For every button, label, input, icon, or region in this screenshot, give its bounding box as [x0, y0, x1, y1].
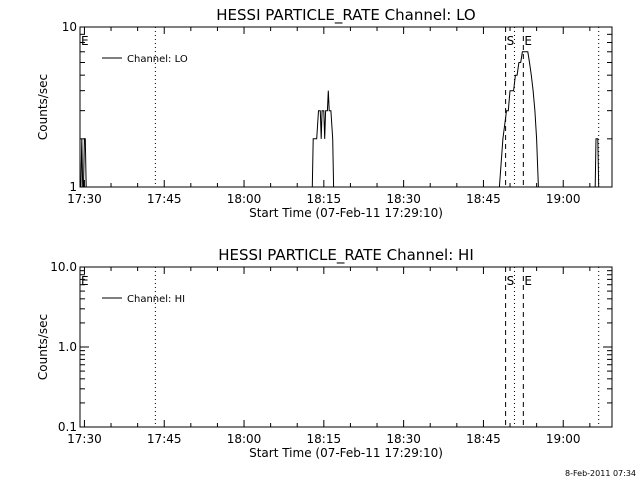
hi-legend-label: Channel: HI	[127, 294, 185, 305]
hi-plot-frame	[79, 266, 613, 428]
hi-x-axis-title: Start Time (07-Feb-11 17:29:10)	[249, 446, 443, 460]
hi-y-tick-label: 0.1	[58, 420, 77, 434]
hi-x-tick-label: 18:15	[307, 432, 342, 446]
hi-event-marker-label: S	[507, 274, 515, 288]
lo-x-tick-label: 17:30	[67, 192, 102, 206]
lo-x-tick-label: 19:00	[546, 192, 581, 206]
hi-y-axis-title: Counts/sec	[36, 314, 50, 380]
hi-x-tick-label: 19:00	[546, 432, 581, 446]
lo-y-tick-label: 1	[69, 180, 77, 194]
hi-event-marker-label: E	[524, 274, 532, 288]
hi-y-tick-label: 1.0	[58, 340, 77, 354]
lo-plot-frame	[79, 26, 613, 188]
lo-x-tick-label: 18:15	[307, 192, 342, 206]
lo-event-marker-label: S	[507, 34, 515, 48]
hi-chart-title: HESSI PARTICLE_RATE Channel: HI	[218, 246, 474, 265]
hi-x-tick-label: 18:45	[466, 432, 501, 446]
lo-legend-label: Channel: LO	[127, 54, 188, 65]
hi-x-tick-label: 17:30	[67, 432, 102, 446]
lo-event-marker-label: E	[81, 34, 89, 48]
hi-x-tick-label: 17:45	[147, 432, 182, 446]
hi-x-tick-label: 18:30	[386, 432, 421, 446]
lo-y-axis-title: Counts/sec	[36, 74, 50, 140]
lo-x-tick-label: 17:45	[147, 192, 182, 206]
generation-timestamp: 8-Feb-2011 07:34	[565, 469, 636, 478]
lo-chart-title: HESSI PARTICLE_RATE Channel: LO	[216, 6, 475, 25]
lo-y-tick-label: 10	[62, 20, 77, 34]
lo-x-tick-label: 18:30	[386, 192, 421, 206]
lo-x-axis-title: Start Time (07-Feb-11 17:29:10)	[249, 206, 443, 220]
lo-x-tick-label: 18:00	[227, 192, 262, 206]
lo-series-line-0	[80, 51, 600, 188]
lo-x-tick-label: 18:45	[466, 192, 501, 206]
hi-event-marker-label: E	[81, 274, 89, 288]
hi-y-tick-label: 10.0	[50, 260, 77, 274]
lo-channel-panel: HESSI PARTICLE_RATE Channel: LO 17:30 17:4…	[36, 6, 613, 220]
lo-event-marker-label: E	[524, 34, 532, 48]
hi-x-tick-label: 18:00	[227, 432, 262, 446]
hi-channel-panel: HESSI PARTICLE_RATE Channel: HI 17:30 17:4…	[36, 246, 613, 460]
